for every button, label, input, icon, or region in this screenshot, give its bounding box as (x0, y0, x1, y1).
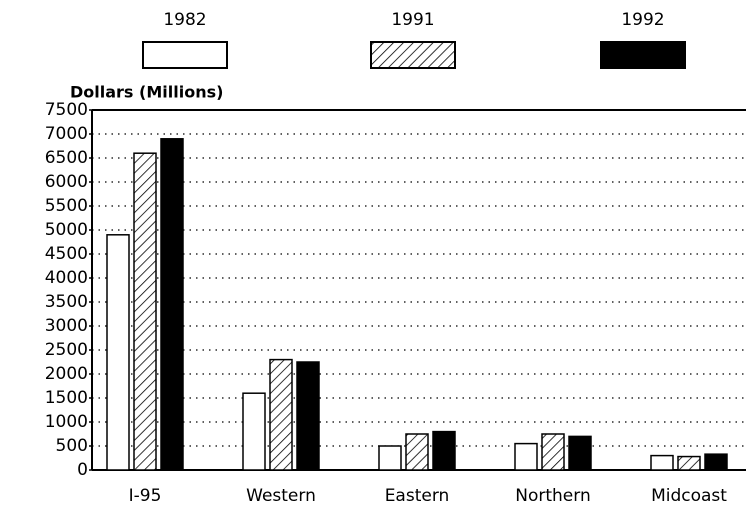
legend-swatch (600, 41, 686, 69)
x-tick-label: Northern (515, 486, 590, 506)
x-tick-label: I-95 (129, 486, 162, 506)
bar (541, 433, 565, 471)
x-tick-label: Midcoast (651, 486, 727, 506)
bar (378, 445, 402, 471)
legend-label: 1982 (163, 10, 206, 30)
y-tick-label: 0 (77, 460, 88, 480)
x-tick-label: Western (246, 486, 316, 506)
y-tick-label: 3500 (45, 292, 88, 312)
y-tick-label: 3000 (45, 316, 88, 336)
legend-swatch (370, 41, 456, 69)
bar (568, 435, 592, 471)
y-tick-label: 6000 (45, 172, 88, 192)
y-tick-label: 4000 (45, 268, 88, 288)
y-tick-label: 2500 (45, 340, 88, 360)
legend-swatch (142, 41, 228, 69)
bar (432, 430, 456, 471)
y-tick-label: 1500 (45, 388, 88, 408)
y-tick-label: 4500 (45, 244, 88, 264)
bar (269, 358, 293, 471)
y-tick-label: 500 (56, 436, 88, 456)
bar (160, 138, 184, 471)
bar (242, 392, 266, 471)
y-tick-label: 5000 (45, 220, 88, 240)
y-axis-label: Dollars (Millions) (70, 83, 223, 102)
y-tick-label: 6500 (45, 148, 88, 168)
bar (405, 433, 429, 471)
bar (296, 361, 320, 471)
bar (106, 234, 130, 471)
bar (514, 442, 538, 471)
bar (650, 454, 674, 471)
legend-label: 1992 (621, 10, 664, 30)
bar (704, 453, 728, 471)
y-tick-label: 1000 (45, 412, 88, 432)
y-tick-label: 5500 (45, 196, 88, 216)
y-tick-label: 2000 (45, 364, 88, 384)
legend-label: 1991 (391, 10, 434, 30)
x-tick-label: Eastern (385, 486, 450, 506)
y-tick-label: 7500 (45, 100, 88, 120)
bar (677, 455, 701, 471)
bar (133, 152, 157, 471)
y-tick-label: 7000 (45, 124, 88, 144)
